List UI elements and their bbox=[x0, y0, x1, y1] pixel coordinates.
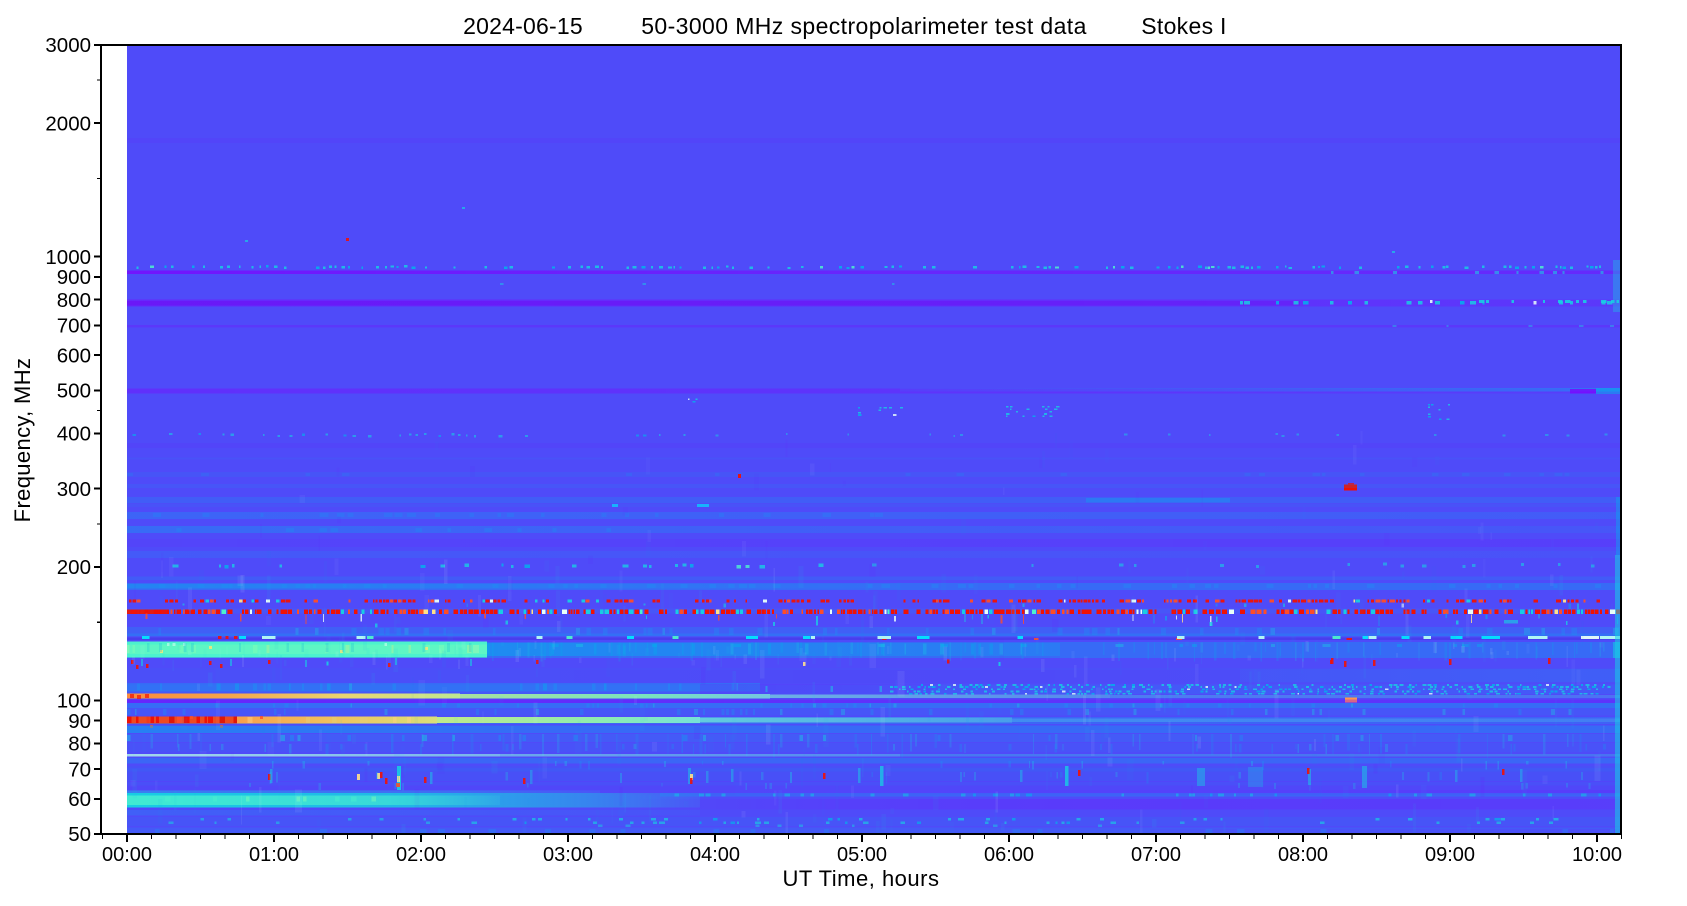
svg-text:1000: 1000 bbox=[45, 246, 91, 269]
svg-text:03:00: 03:00 bbox=[543, 844, 593, 866]
svg-text:80: 80 bbox=[68, 733, 91, 756]
svg-text:300: 300 bbox=[57, 478, 91, 501]
svg-text:50-3000 MHz spectropolarimeter: 50-3000 MHz spectropolarimeter test data bbox=[641, 13, 1087, 39]
svg-text:02:00: 02:00 bbox=[396, 844, 446, 866]
svg-text:70: 70 bbox=[68, 758, 91, 781]
svg-text:200: 200 bbox=[57, 556, 91, 579]
svg-text:900: 900 bbox=[57, 266, 91, 289]
svg-text:01:00: 01:00 bbox=[249, 844, 299, 866]
svg-text:09:00: 09:00 bbox=[1425, 844, 1475, 866]
svg-text:06:00: 06:00 bbox=[984, 844, 1034, 866]
svg-text:90: 90 bbox=[68, 710, 91, 733]
svg-text:2024-06-15: 2024-06-15 bbox=[463, 13, 583, 39]
svg-text:400: 400 bbox=[57, 423, 91, 446]
svg-text:07:00: 07:00 bbox=[1131, 844, 1181, 866]
svg-text:50: 50 bbox=[68, 823, 91, 846]
svg-text:08:00: 08:00 bbox=[1278, 844, 1328, 866]
svg-text:60: 60 bbox=[68, 788, 91, 811]
svg-text:500: 500 bbox=[57, 380, 91, 403]
svg-text:Stokes I: Stokes I bbox=[1141, 13, 1227, 39]
svg-text:3000: 3000 bbox=[45, 34, 91, 57]
svg-text:00:00: 00:00 bbox=[102, 844, 152, 866]
svg-text:04:00: 04:00 bbox=[690, 844, 740, 866]
svg-text:100: 100 bbox=[57, 690, 91, 713]
svg-text:10:00: 10:00 bbox=[1572, 844, 1622, 866]
svg-text:Frequency, MHz: Frequency, MHz bbox=[10, 358, 35, 523]
svg-text:600: 600 bbox=[57, 344, 91, 367]
svg-text:800: 800 bbox=[57, 289, 91, 312]
svg-text:UT Time, hours: UT Time, hours bbox=[783, 866, 940, 891]
svg-text:2000: 2000 bbox=[45, 112, 91, 135]
svg-text:700: 700 bbox=[57, 315, 91, 338]
svg-text:05:00: 05:00 bbox=[837, 844, 887, 866]
